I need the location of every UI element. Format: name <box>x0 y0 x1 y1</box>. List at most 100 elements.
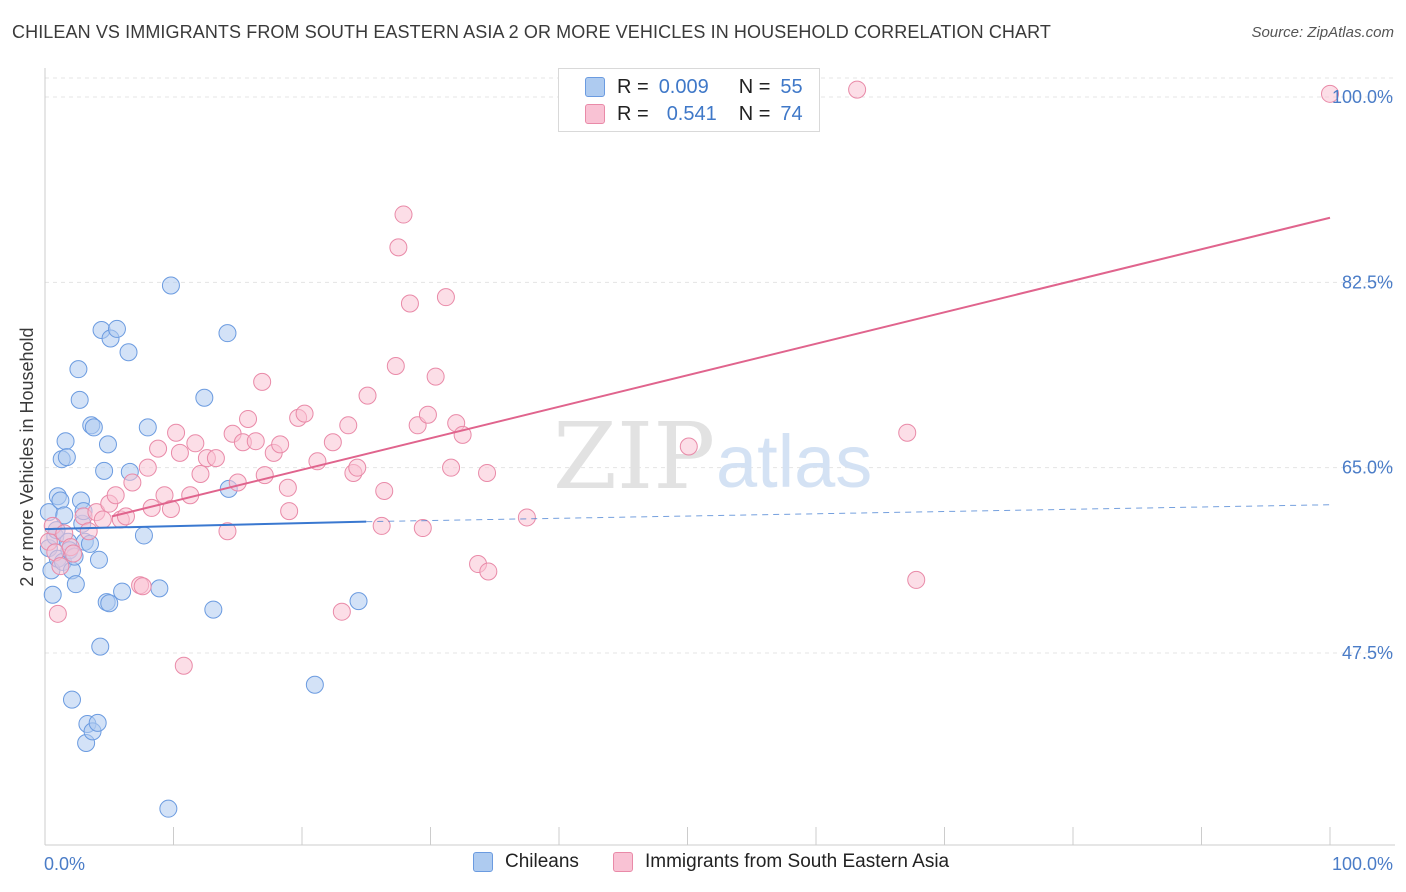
point-immigrant <box>339 416 358 435</box>
point-chilean <box>195 388 214 407</box>
legend-row-chileans: R = 0.009 N = 55 <box>585 74 803 100</box>
point-chilean <box>69 360 88 379</box>
legend-item-immigrants[interactable]: Immigrants from South Eastern Asia <box>613 851 949 873</box>
point-immigrant <box>170 443 189 462</box>
point-chilean <box>88 713 107 732</box>
point-immigrant <box>218 522 237 541</box>
series-legend: Chileans Immigrants from South Eastern A… <box>0 851 1406 877</box>
point-chilean <box>138 418 157 437</box>
point-immigrant <box>358 386 377 405</box>
point-immigrant <box>478 463 497 482</box>
point-immigrant <box>138 458 157 477</box>
point-immigrant <box>479 562 498 581</box>
point-immigrant <box>191 465 210 484</box>
point-chilean <box>134 526 153 545</box>
point-immigrant <box>442 458 461 477</box>
point-immigrant <box>848 80 867 99</box>
point-chilean <box>91 637 110 656</box>
y-tick-label: 82.5% <box>1342 272 1393 292</box>
point-immigrant <box>228 473 247 492</box>
point-immigrant <box>133 577 152 596</box>
point-chilean <box>62 690 81 709</box>
legend-r-label: R = <box>617 75 649 98</box>
watermark: ZIP atlas <box>553 403 872 510</box>
point-immigrant <box>323 433 342 452</box>
legend-n-value: 74 <box>780 102 803 125</box>
point-immigrant <box>426 367 445 386</box>
legend-item-chileans[interactable]: Chileans <box>473 851 579 873</box>
point-immigrant <box>517 508 536 527</box>
watermark-atlas: atlas <box>716 420 872 503</box>
point-chilean <box>66 575 85 594</box>
point-immigrant <box>64 544 83 563</box>
point-immigrant <box>167 423 186 442</box>
legend-label-immigrants: Immigrants from South Eastern Asia <box>645 851 950 872</box>
point-immigrant <box>123 473 142 492</box>
point-chilean <box>70 390 89 409</box>
legend-label-chileans: Chileans <box>505 851 579 872</box>
trend-line-immigrants <box>111 216 1331 518</box>
point-chilean <box>89 550 108 569</box>
point-immigrant <box>149 439 168 458</box>
axes <box>44 68 1395 846</box>
point-chilean <box>150 579 169 598</box>
legend-n-label: N = <box>738 75 771 98</box>
point-immigrant <box>375 481 394 500</box>
point-immigrant <box>679 437 698 456</box>
trend-lines <box>44 216 1331 531</box>
point-immigrant <box>295 404 314 423</box>
point-chilean <box>113 582 132 601</box>
chart-title: CHILEAN VS IMMIGRANTS FROM SOUTH EASTERN… <box>12 22 1051 42</box>
point-chilean <box>84 418 103 437</box>
legend-row-immigrants: R = 0.541 N = 74 <box>585 101 803 127</box>
legend-swatch-pink <box>585 104 605 124</box>
legend-r-value: 0.541 <box>666 102 717 125</box>
point-chilean <box>305 675 324 694</box>
point-chilean <box>204 600 223 619</box>
axis-labels: 47.5% 65.0% 82.5% 100.0% 0.0% 100.0% 2 or more… <box>17 87 1393 874</box>
point-immigrant <box>389 238 408 257</box>
point-chilean <box>57 448 76 467</box>
point-immigrant <box>907 570 926 589</box>
point-immigrant <box>93 510 112 529</box>
point-immigrant <box>106 486 125 505</box>
point-chilean <box>55 506 74 525</box>
point-immigrant <box>253 372 272 391</box>
point-immigrant <box>280 502 299 521</box>
y-tick-label: 100.0% <box>1332 87 1393 107</box>
point-chilean <box>43 585 62 604</box>
series-chileans <box>39 276 368 818</box>
trend-line-chileans <box>44 520 367 531</box>
point-chilean <box>349 592 368 611</box>
grid-lines <box>45 77 1395 654</box>
point-immigrant <box>386 356 405 375</box>
point-immigrant <box>48 604 67 623</box>
point-immigrant <box>79 522 98 541</box>
point-immigrant <box>271 435 290 454</box>
legend-swatch-pink <box>613 852 633 872</box>
point-immigrant <box>239 409 258 428</box>
point-chilean <box>119 343 138 362</box>
legend-swatch-blue <box>473 852 493 872</box>
legend-n-value: 55 <box>780 75 803 98</box>
point-immigrant <box>372 516 391 535</box>
point-chilean <box>159 799 178 818</box>
point-chilean <box>218 324 237 343</box>
point-chilean <box>100 594 119 613</box>
point-immigrant <box>51 557 70 576</box>
watermark-zip: ZIP <box>553 403 715 510</box>
point-immigrant <box>436 288 455 307</box>
point-chilean <box>51 491 70 510</box>
y-axis-title: 2 or more Vehicles in Household <box>17 327 37 586</box>
point-chilean <box>95 461 114 480</box>
y-tick-label: 47.5% <box>1342 643 1393 663</box>
point-immigrant <box>394 205 413 224</box>
point-immigrant <box>348 458 367 477</box>
point-immigrant <box>186 434 205 453</box>
trend-line-chileans-extension <box>366 504 1331 523</box>
point-immigrant <box>161 499 180 518</box>
point-immigrant <box>174 656 193 675</box>
point-immigrant <box>400 294 419 313</box>
point-immigrant <box>1321 84 1339 103</box>
